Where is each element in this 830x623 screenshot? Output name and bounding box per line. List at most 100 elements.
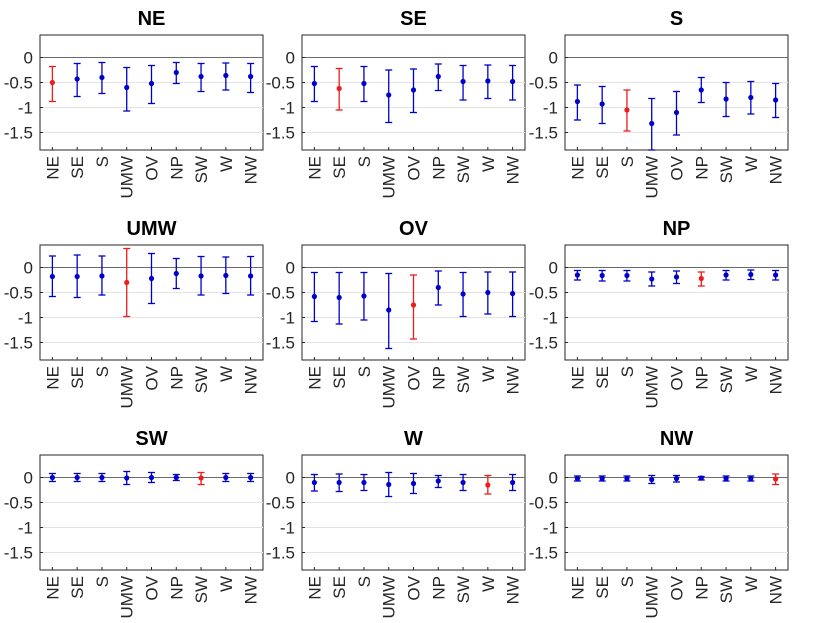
y-tick-label: -1 (543, 99, 558, 118)
x-tick-label: NW (242, 366, 261, 394)
errorbar-w (222, 256, 230, 295)
data-point (124, 279, 130, 286)
x-tick-label: SW (454, 576, 473, 603)
x-tick-label: NP (167, 576, 186, 600)
errorbar-np (172, 61, 180, 85)
y-tick-label: -1 (280, 99, 295, 118)
data-point (574, 475, 580, 482)
x-tick-label: UMW (380, 156, 399, 198)
errorbar-w (222, 62, 230, 91)
errorbar-w (747, 475, 755, 482)
x-tick-label: NE (568, 366, 587, 390)
errorbar-ov (410, 472, 417, 495)
data-point (198, 475, 204, 481)
panel-title: NE (138, 8, 166, 30)
x-tick-label: NE (43, 156, 62, 180)
x-tick-label: UMW (380, 366, 399, 408)
y-tick-label: -1.5 (529, 334, 558, 353)
data-point (698, 275, 704, 282)
data-point (510, 78, 516, 85)
errorbar-np (434, 63, 442, 92)
x-tick-label: UMW (643, 366, 662, 408)
panel-title: S (670, 8, 683, 30)
errorbar-np (697, 475, 705, 481)
errorbar-ov (148, 64, 155, 105)
errorbar-se (73, 62, 81, 98)
data-point (173, 69, 179, 76)
x-tick-label: W (479, 366, 498, 382)
data-point (460, 479, 466, 486)
y-tick-label: 0 (24, 469, 33, 488)
data-point (599, 101, 605, 107)
x-tick-label: NP (692, 156, 711, 180)
y-tick-label: -1 (543, 309, 558, 328)
data-point (311, 80, 317, 87)
y-tick-label: -1 (18, 309, 33, 328)
errorbar-np (697, 271, 705, 287)
data-point (624, 272, 630, 279)
data-point (124, 84, 130, 91)
x-tick-label: NP (429, 156, 448, 180)
y-tick-label: 0 (286, 49, 295, 68)
errorbar-nw (509, 473, 517, 492)
x-tick-label: UMW (118, 156, 137, 198)
data-point (673, 274, 680, 280)
errorbar-ov (673, 474, 680, 483)
panel-title: OV (399, 218, 429, 240)
data-point (223, 272, 229, 279)
errorbar-umw (123, 470, 131, 486)
x-tick-label: OV (405, 365, 424, 390)
data-point (510, 290, 516, 297)
data-point (410, 87, 417, 93)
data-point (361, 80, 367, 87)
y-tick-label: -0.5 (529, 494, 558, 513)
errorbar-s (360, 65, 368, 103)
errorbar-umw (385, 471, 393, 498)
x-tick-label: NP (692, 366, 711, 390)
errorbar-ne (48, 472, 56, 483)
data-point (649, 476, 655, 483)
errorbar-umw (385, 272, 393, 350)
errorbar-np (172, 257, 180, 290)
errorbar-nw (772, 473, 780, 486)
x-tick-label: W (217, 576, 236, 592)
data-point (485, 482, 491, 488)
data-point (124, 475, 130, 481)
errorbar-s (623, 475, 631, 482)
errorbar-se (335, 473, 343, 493)
x-tick-label: SW (717, 156, 736, 183)
data-point (698, 87, 704, 93)
errorbar-w (222, 472, 230, 483)
data-point (336, 479, 342, 486)
data-point (148, 275, 155, 282)
data-point (649, 120, 655, 127)
data-point (510, 479, 516, 486)
data-point (748, 271, 754, 278)
data-point (485, 78, 491, 84)
data-point (673, 109, 680, 116)
data-point (410, 480, 417, 487)
panel-title: UMW (127, 218, 177, 240)
x-tick-label: W (217, 156, 236, 172)
data-point (173, 474, 179, 481)
data-point (485, 289, 491, 296)
data-point (435, 284, 441, 291)
data-point (599, 475, 605, 482)
errorbar-ov (673, 270, 680, 285)
y-tick-label: 0 (286, 469, 295, 488)
x-tick-label: SW (717, 576, 736, 603)
errorbar-umw (123, 66, 131, 112)
y-tick-label: 0 (24, 259, 33, 278)
y-tick-label: -1 (280, 519, 295, 538)
x-tick-label: UMW (118, 576, 137, 618)
data-point (361, 479, 367, 486)
data-point (460, 291, 466, 297)
x-tick-label: UMW (643, 156, 662, 198)
errorbar-ov (410, 68, 417, 114)
errorbar-ne (573, 84, 581, 121)
x-tick-label: NW (767, 156, 786, 184)
errorbar-ne (310, 65, 318, 103)
errorbar-nw (772, 82, 780, 119)
